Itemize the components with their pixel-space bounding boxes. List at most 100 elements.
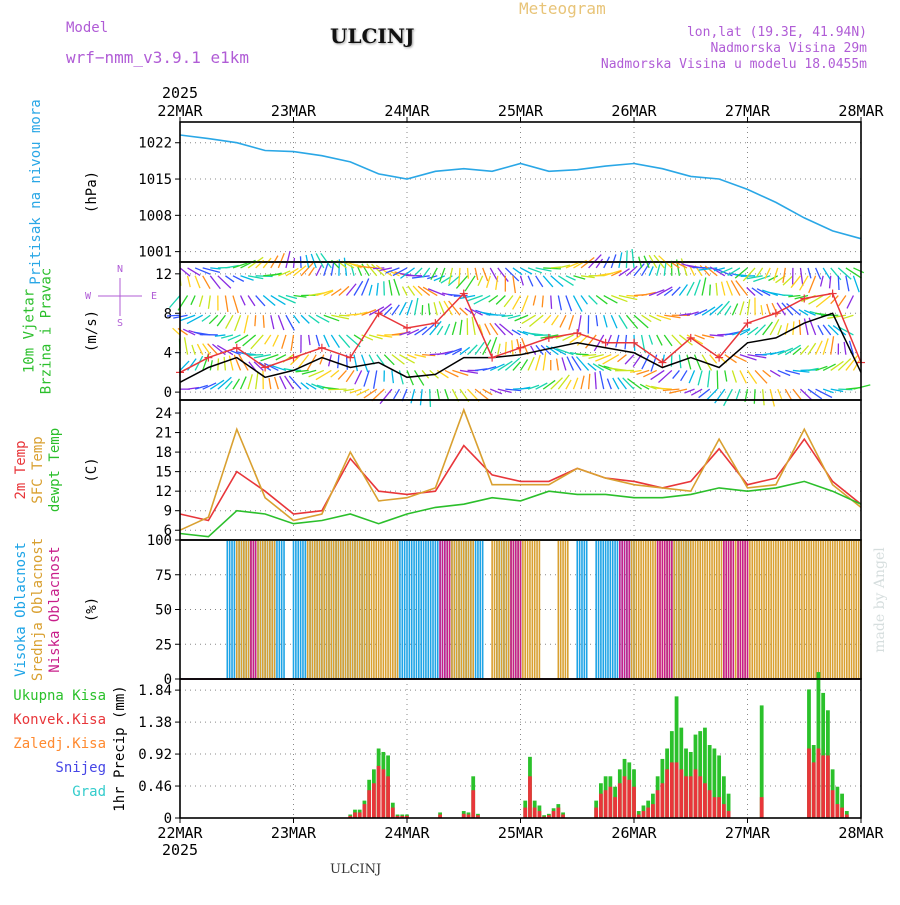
wind-vector [324,335,330,347]
wind-vector [708,370,710,387]
wind-vector [736,389,740,400]
wind-vector [210,360,212,370]
wind-vector [498,344,500,355]
wind-vector [440,268,445,282]
wind-vector [301,263,313,276]
wind-vector [374,370,377,388]
wind-vector [248,374,252,389]
precip-bar-precip_conv [646,808,650,818]
wind-vector [415,298,418,315]
wind-vector [430,389,431,407]
y-tick-label: 1.38 [138,715,172,731]
wind-vector [695,355,701,370]
wind-vector [407,300,412,315]
y-tick-label: 9 [164,504,172,520]
wind-vector [763,389,764,405]
y-tick-label: 100 [147,533,172,549]
wind-vector [793,389,801,400]
wind-vector [740,301,744,315]
precip-bar-precip_conv [675,762,679,818]
wind-vector [800,276,808,291]
wind-vector [618,355,627,362]
wind-vector [496,296,505,305]
wind-vector [437,389,439,399]
wind-vector [816,341,823,355]
wind-vector [543,353,546,371]
y-tick-label: 0.92 [138,747,172,763]
series-dewpt [180,481,861,536]
wind-vector [331,335,339,348]
wind-vector [702,277,706,295]
wind-vector [187,315,203,323]
wind-vector [551,296,552,309]
wind-vector [235,315,241,331]
precip-bar-precip_conv [556,808,560,818]
top-year-label: 2025 [162,84,198,102]
precip-bar-precip_conv [613,797,617,818]
wind-vector [689,370,694,383]
wind-vector [226,315,233,328]
wind-vector [244,315,248,333]
bottom-date-label: 24MAR [384,824,430,842]
wind-vector [552,315,559,325]
precip-bar-precip_conv [533,808,537,818]
wind-vector [566,296,572,312]
wind-vector [202,315,210,321]
wind-vector [420,389,422,405]
wind-vector [716,283,717,296]
wind-vector [188,276,191,287]
precip-bar-precip_conv [722,804,726,818]
wind-vector [572,356,581,370]
precip-bar-precip_conv [717,797,721,818]
y-tick-label: 1001 [138,245,172,261]
y-tick-label: 1022 [138,136,172,152]
wind-vector [392,370,394,383]
wind-vector [217,315,225,326]
y-axis-label: 1hr Precip (mm) [112,685,128,811]
wind-vector [567,357,573,371]
wind-vector [611,254,616,267]
wind-vector [844,342,846,355]
wind-vector [616,335,619,347]
wind-vector [818,325,823,335]
wind-vector [167,315,180,316]
precip-bar-precip_conv [760,797,764,818]
wind-vector [309,335,310,345]
wind-vector [489,296,498,303]
panel-label: Snijeg [55,760,106,776]
wind-vector [736,281,748,296]
wind-vector [248,296,255,306]
wind-vector [596,259,602,268]
wind-vector [338,370,346,379]
wind-vector [528,276,533,287]
wind-vector [478,276,483,286]
wind-vector [185,337,188,354]
wind-vector [573,296,582,312]
precip-bar-precip_conv [632,787,636,818]
series-temp2m [180,439,861,520]
precip-bar-precip_conv [840,808,844,818]
wind-vector [770,319,779,335]
wind-vector [399,370,403,384]
wind-vector [560,315,566,327]
y-axis-label: (C) [84,457,100,482]
wind-vector [715,389,725,403]
precip-bar-precip_conv [665,769,669,818]
wind-vector [338,355,339,369]
wind-vector [362,355,368,372]
wind-vector [224,357,225,371]
wind-vector [853,385,870,389]
y-tick-label: 15 [155,465,172,481]
wind-vector [562,357,566,370]
y-tick-label: 0.46 [138,779,172,795]
wind-vector [853,276,859,292]
wind-vector [431,268,437,280]
bottom-date-label: 25MAR [498,824,544,842]
y-tick-label: 1.84 [138,683,172,699]
panel-label: Konvek.Kisa [13,712,106,728]
precip-bar-precip_conv [391,808,395,818]
precip-bar-precip_conv [703,783,707,818]
wind-vector [604,315,607,327]
wind-vector [422,370,429,378]
